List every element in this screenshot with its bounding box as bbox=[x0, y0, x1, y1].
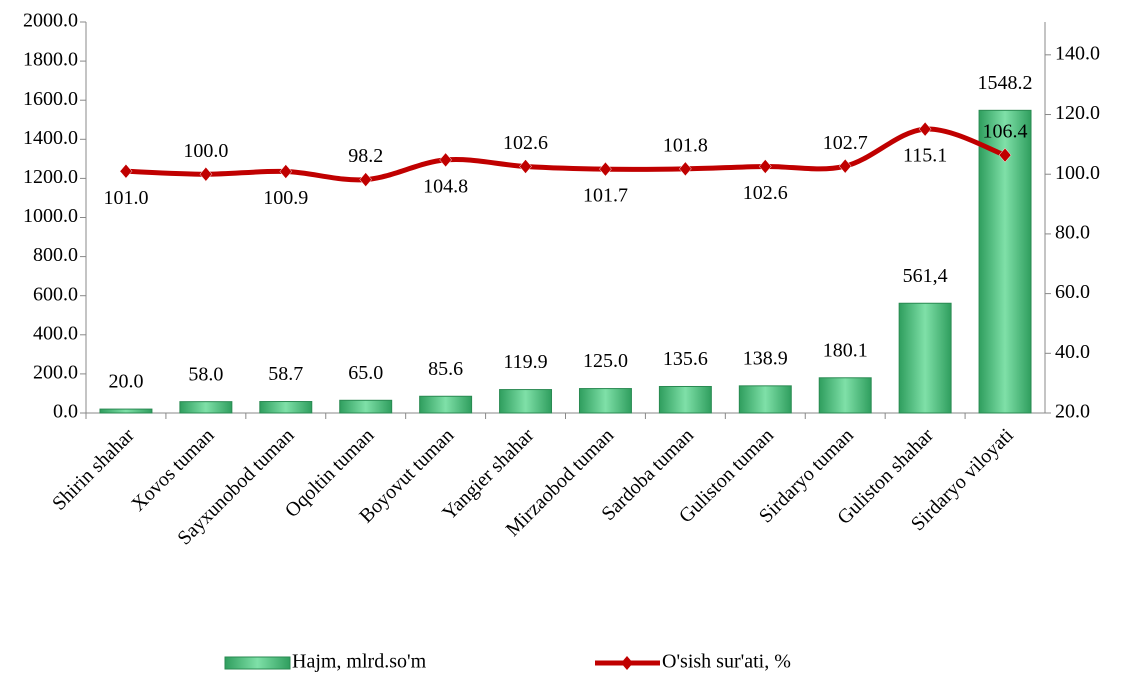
line-value-label: 104.8 bbox=[423, 175, 468, 197]
bar bbox=[578, 388, 632, 414]
y2-tick-label: 120.0 bbox=[1055, 102, 1100, 124]
bar bbox=[179, 401, 233, 414]
y-tick-label: 2000.0 bbox=[23, 10, 78, 32]
line-value-label: 101.0 bbox=[103, 187, 148, 209]
y2-tick-label: 100.0 bbox=[1055, 162, 1100, 184]
line-marker bbox=[679, 161, 692, 177]
bar-value-label: 20.0 bbox=[108, 371, 143, 393]
line bbox=[125, 126, 1006, 183]
line-marker bbox=[279, 164, 293, 179]
line-value-label: 101.8 bbox=[663, 134, 708, 156]
bar-value-label: 58.7 bbox=[268, 363, 303, 385]
bar-value-label: 135.6 bbox=[663, 348, 708, 370]
bar bbox=[499, 389, 553, 414]
line-marker bbox=[359, 172, 373, 187]
line-value-label: 100.9 bbox=[263, 187, 308, 209]
y2-tick-label: 60.0 bbox=[1055, 281, 1090, 303]
line-value-label: 100.0 bbox=[183, 140, 228, 162]
bar-value-label: 85.6 bbox=[428, 358, 463, 380]
y-tick-label: 1400.0 bbox=[23, 127, 78, 149]
x-tick-label: Shirin shahar bbox=[48, 424, 139, 515]
legend-marker bbox=[621, 656, 633, 670]
bar bbox=[818, 377, 872, 414]
y-tick-label: 400.0 bbox=[33, 322, 78, 344]
y-tick-label: 800.0 bbox=[33, 244, 78, 266]
legend-swatch bbox=[224, 656, 291, 670]
line-marker bbox=[599, 161, 612, 177]
bar-value-label: 1548.2 bbox=[978, 72, 1033, 94]
bar bbox=[898, 302, 952, 414]
bar bbox=[99, 408, 153, 414]
y-tick-label: 600.0 bbox=[33, 283, 78, 305]
line-value-label: 102.6 bbox=[743, 182, 788, 204]
y2-tick-label: 20.0 bbox=[1055, 401, 1090, 423]
line-value-label: 102.7 bbox=[823, 132, 868, 154]
y-tick-label: 1200.0 bbox=[23, 166, 78, 188]
y-tick-label: 1000.0 bbox=[23, 205, 78, 227]
y2-tick-label: 40.0 bbox=[1055, 341, 1090, 363]
bar-value-label: 65.0 bbox=[348, 362, 383, 384]
bar-value-label: 561,4 bbox=[903, 265, 948, 287]
bar bbox=[339, 399, 393, 414]
y-tick-label: 200.0 bbox=[33, 361, 78, 383]
y2-tick-label: 80.0 bbox=[1055, 222, 1090, 244]
line-marker bbox=[918, 121, 932, 137]
y-tick-label: 1800.0 bbox=[23, 49, 78, 71]
line-marker bbox=[199, 166, 213, 182]
bar-value-label: 138.9 bbox=[743, 347, 788, 369]
line-marker bbox=[838, 158, 852, 174]
line-marker bbox=[998, 147, 1012, 163]
bar-value-label: 125.0 bbox=[583, 350, 628, 372]
line-value-label: 115.1 bbox=[903, 145, 947, 167]
line-value-label: 98.2 bbox=[348, 145, 383, 167]
line-marker bbox=[119, 163, 133, 179]
bar bbox=[259, 401, 313, 414]
bar bbox=[419, 395, 473, 414]
line-value-label: 106.4 bbox=[983, 121, 1028, 143]
bar-value-label: 180.1 bbox=[823, 339, 868, 361]
y-tick-label: 0.0 bbox=[53, 401, 78, 423]
legend-label: O'sish sur'ati, % bbox=[662, 651, 791, 673]
y2-tick-label: 140.0 bbox=[1055, 42, 1100, 64]
line-value-label: 101.7 bbox=[583, 185, 628, 207]
bar-value-label: 58.0 bbox=[188, 363, 223, 385]
bar bbox=[658, 385, 712, 414]
legend-label: Hajm, mlrd.so'm bbox=[292, 651, 427, 673]
bar bbox=[738, 385, 792, 414]
line-marker bbox=[758, 159, 772, 174]
line-marker bbox=[519, 159, 532, 174]
y-tick-label: 1600.0 bbox=[23, 88, 78, 110]
line-value-label: 102.6 bbox=[503, 132, 548, 154]
line-marker bbox=[439, 152, 452, 168]
bar-value-label: 119.9 bbox=[503, 351, 547, 373]
